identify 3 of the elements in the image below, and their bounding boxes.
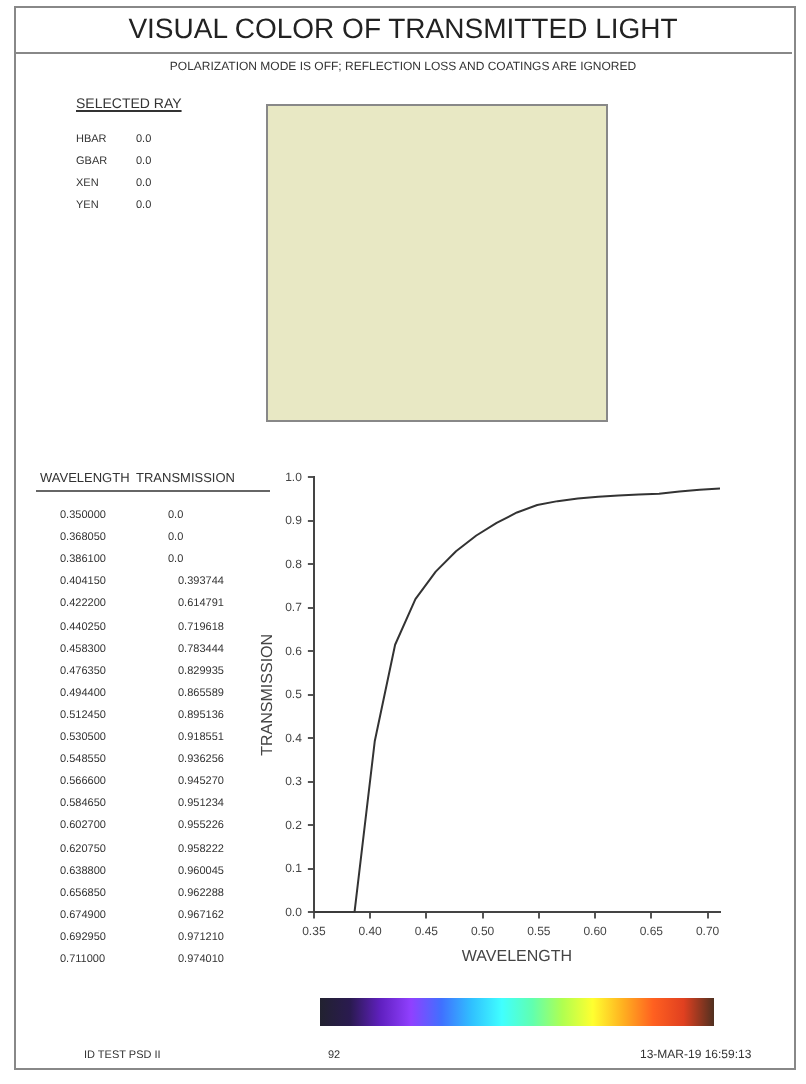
chart-title: VISUAL COLOR OF TRANSMITTED LIGHT [126, 12, 680, 44]
y-axis-title: TRANSMISSION [258, 633, 277, 756]
x-axis-title: WAVELENGTH [461, 946, 573, 965]
